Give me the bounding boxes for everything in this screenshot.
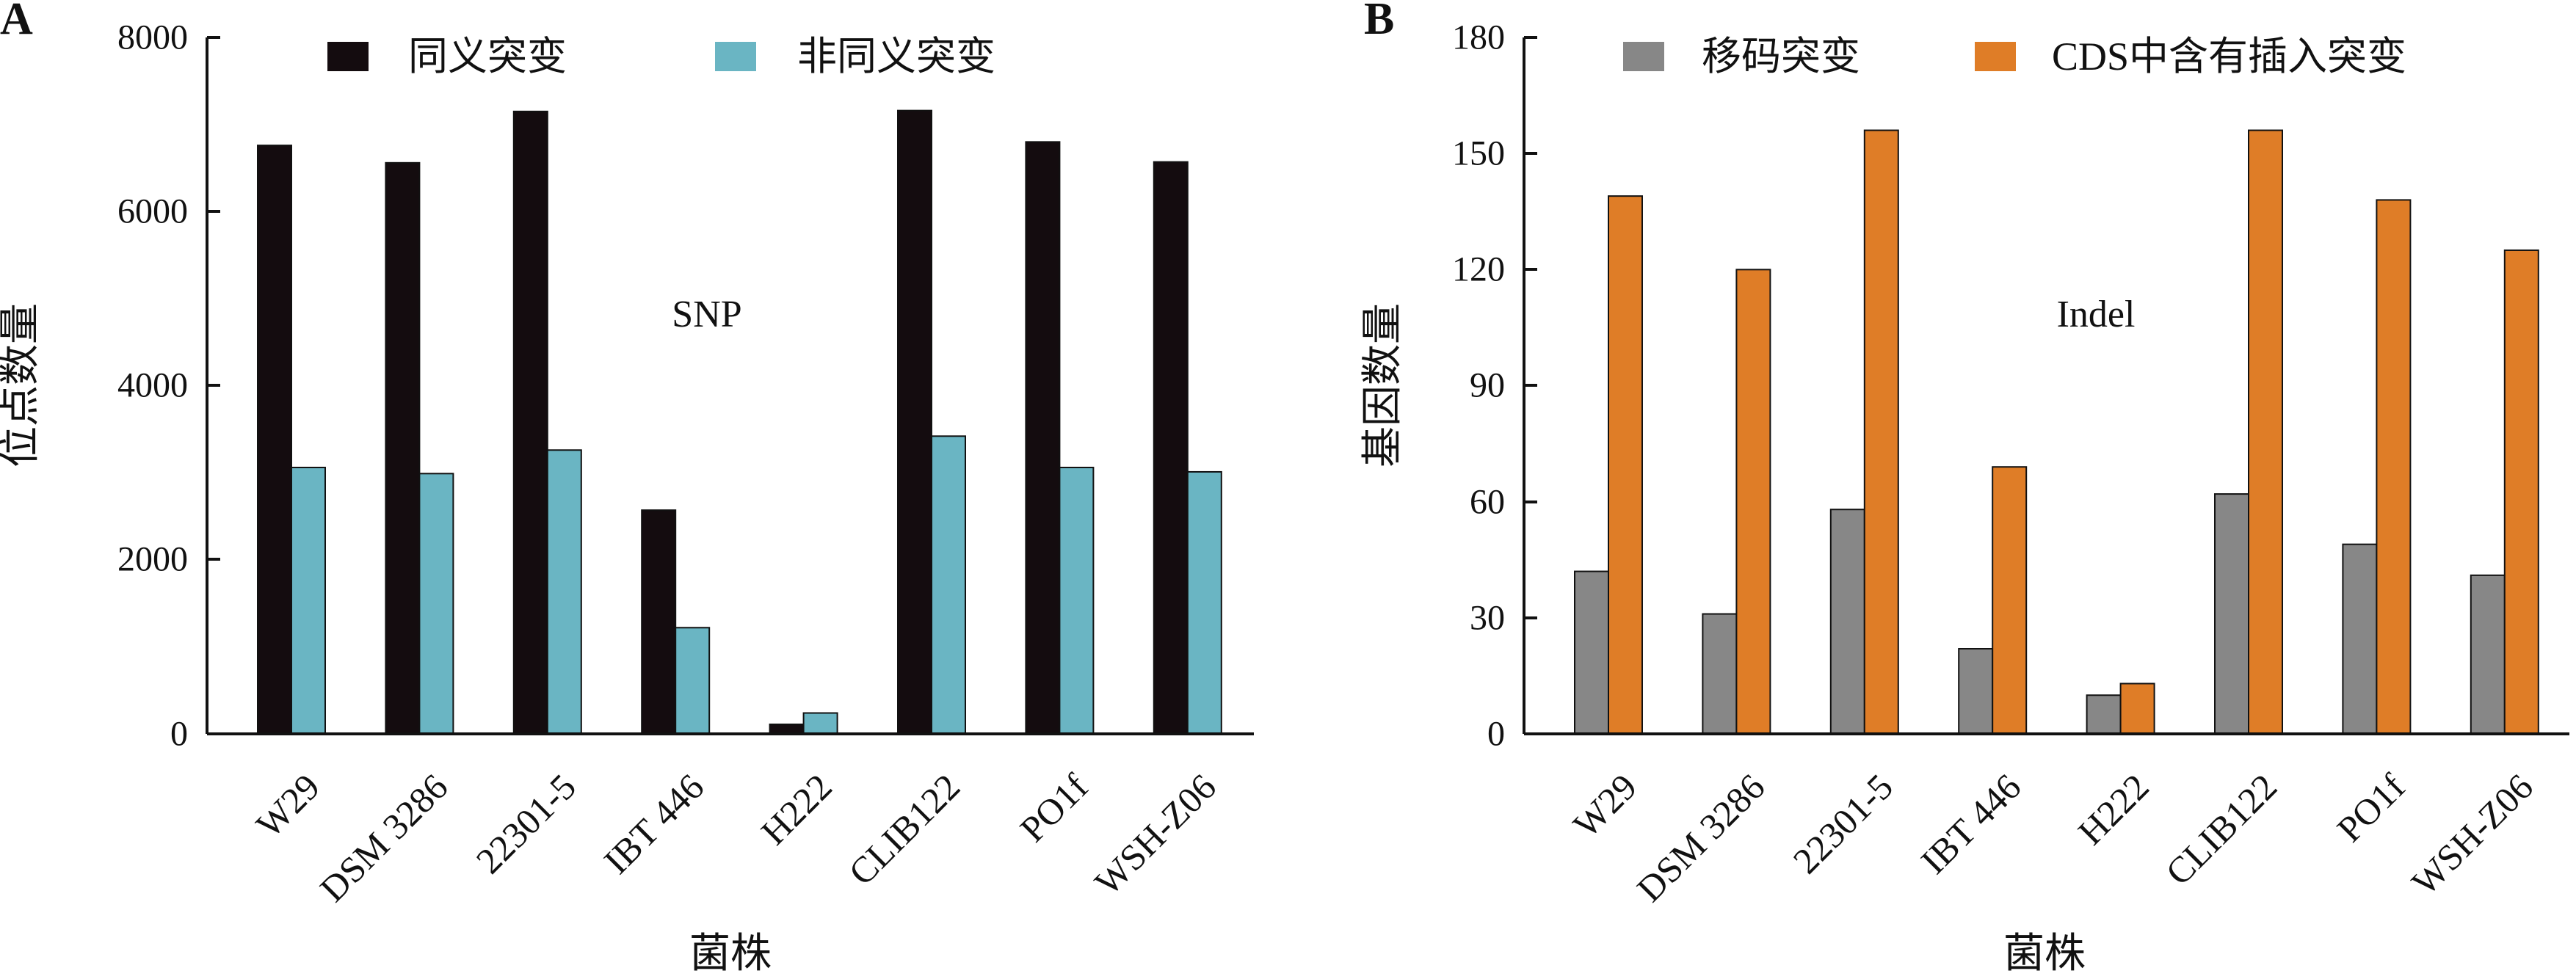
bar-b-s1-c2 <box>1863 129 1899 735</box>
bar-a-s0-c3 <box>641 509 677 735</box>
y-tick-label-b-4: 120 <box>1452 250 1505 289</box>
panel-label-a: A <box>0 0 33 44</box>
bar-a-s1-c5 <box>931 435 966 735</box>
bar-a-s0-c6 <box>1025 141 1061 735</box>
x-axis-title-a: 菌株 <box>689 931 772 977</box>
x-tick-label-b-0: W29 <box>1565 766 1644 845</box>
y-tick-label-a-4: 8000 <box>117 18 188 57</box>
bar-b-s1-c7 <box>2503 249 2539 735</box>
snp-annotation: SNP <box>672 294 741 335</box>
bar-b-s1-c0 <box>1608 195 1643 735</box>
bar-b-s0-c4 <box>2086 694 2122 735</box>
legend-b: 移码突变 CDS中含有插入突变 <box>1623 34 2406 79</box>
y-tick-label-b-3: 90 <box>1470 366 1505 405</box>
bar-b-s0-c5 <box>2214 493 2249 735</box>
bars-a <box>257 109 1222 735</box>
y-axis-title-b: 基因数量 <box>1360 303 1406 467</box>
x-tick-label-b-5: CLIB122 <box>2158 766 2285 893</box>
y-tick-label-a-3: 6000 <box>117 192 188 231</box>
bars-b <box>1574 129 2539 735</box>
bar-b-s0-c7 <box>2470 574 2506 735</box>
panel-label-b: B <box>1364 0 1394 44</box>
bar-b-s1-c3 <box>1992 466 2028 735</box>
x-tick-label-b-7: WSH-Z06 <box>2403 766 2541 903</box>
y-tick-label-a-1: 2000 <box>117 540 188 579</box>
x-tick-label-b-1: DSM 3286 <box>1629 766 1773 910</box>
x-tick-label-b-4: H222 <box>2070 766 2157 853</box>
bar-b-s1-c1 <box>1735 269 1771 735</box>
bar-a-s1-c3 <box>675 627 711 735</box>
bar-b-s0-c1 <box>1702 613 1738 735</box>
x-axis-title-b: 菌株 <box>2003 931 2086 977</box>
bar-b-s0-c0 <box>1574 570 1609 735</box>
indel-annotation: Indel <box>2057 294 2136 335</box>
x-tick-label-b-6: PO1f <box>2329 765 2412 849</box>
bar-a-s1-c4 <box>802 712 838 735</box>
legend-label-a-0: 同义突变 <box>408 34 567 79</box>
x-tick-label-a-2: 22301-5 <box>468 766 584 881</box>
y-tick-label-b-2: 60 <box>1470 483 1505 522</box>
y-ticks-a: 0 2000 4000 6000 8000 <box>117 18 220 754</box>
bar-a-s0-c0 <box>257 145 292 735</box>
bar-a-s0-c2 <box>512 110 548 735</box>
y-tick-label-b-5: 150 <box>1452 134 1505 173</box>
y-tick-label-b-1: 30 <box>1470 599 1505 638</box>
bar-b-s1-c4 <box>2119 683 2155 735</box>
x-tick-label-a-0: W29 <box>248 766 327 845</box>
x-tick-label-b-3: IBT 446 <box>1913 766 2029 882</box>
bar-a-s0-c7 <box>1153 161 1189 735</box>
legend-label-b-1: CDS中含有插入突变 <box>2052 34 2406 79</box>
x-tick-label-a-5: CLIB122 <box>841 766 968 893</box>
x-tick-label-a-3: IBT 446 <box>596 766 712 882</box>
x-tick-label-a-4: H222 <box>753 766 840 853</box>
legend-swatch-b-0 <box>1623 42 1664 71</box>
y-tick-label-a-2: 4000 <box>117 366 188 405</box>
y-axis-title-a: 位点数量 <box>0 303 43 467</box>
legend-label-a-1: 非同义突变 <box>797 34 995 79</box>
legend-swatch-b-1 <box>1975 42 2016 71</box>
bar-a-s1-c1 <box>418 473 454 735</box>
bar-b-s0-c3 <box>1958 648 1994 735</box>
legend-swatch-a-0 <box>327 42 369 71</box>
legend-label-b-0: 移码突变 <box>1702 34 1860 79</box>
x-tick-label-a-6: PO1f <box>1012 765 1095 849</box>
y-tick-label-b-6: 180 <box>1452 18 1505 57</box>
bar-a-s1-c6 <box>1059 467 1095 735</box>
bar-a-s0-c5 <box>897 109 932 735</box>
bar-a-s1-c0 <box>291 467 326 735</box>
bar-a-s0-c1 <box>385 161 421 735</box>
x-tick-label-a-1: DSM 3286 <box>312 766 456 910</box>
bar-b-s0-c2 <box>1829 509 1865 735</box>
bar-b-s0-c6 <box>2342 543 2378 735</box>
bar-a-s1-c2 <box>546 449 582 735</box>
bar-b-s1-c5 <box>2248 129 2283 735</box>
y-ticks-b: 0 30 60 90 120 150 180 <box>1452 18 1537 754</box>
y-tick-label-a-0: 0 <box>170 715 188 754</box>
bar-a-s1-c7 <box>1186 470 1222 735</box>
legend-swatch-a-1 <box>715 42 756 71</box>
y-tick-label-b-0: 0 <box>1487 715 1505 754</box>
bar-b-s1-c6 <box>2376 199 2412 735</box>
x-tick-label-b-2: 22301-5 <box>1785 766 1901 881</box>
x-tick-label-a-7: WSH-Z06 <box>1086 766 1224 903</box>
legend-a: 同义突变 非同义突变 <box>327 34 995 79</box>
